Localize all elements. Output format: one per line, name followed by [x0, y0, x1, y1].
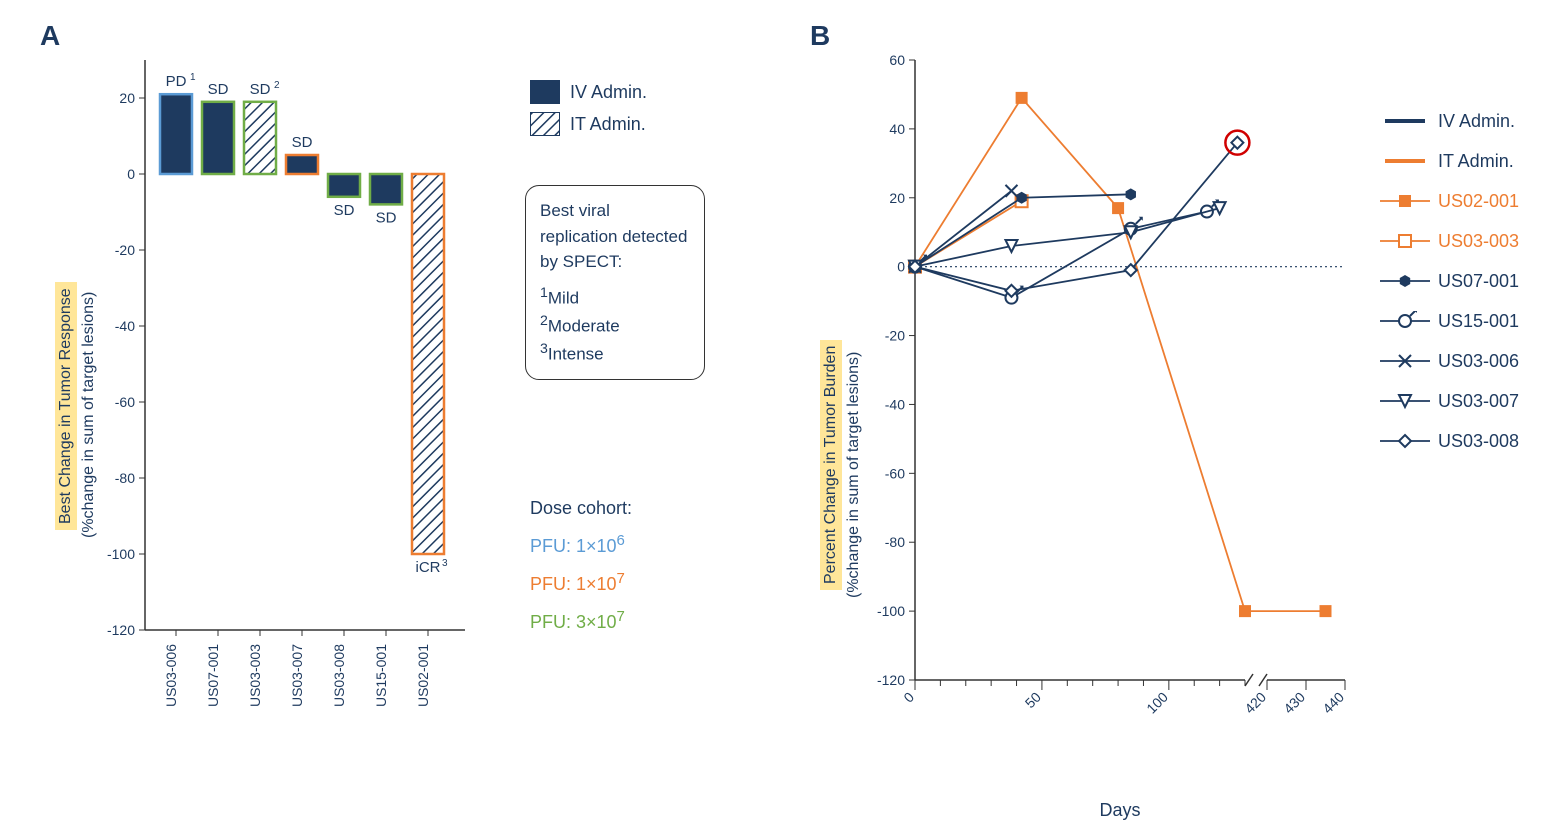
bar-US03-007b — [286, 155, 318, 174]
svg-text:-100: -100 — [877, 603, 905, 619]
svg-text:US02-001: US02-001 — [415, 644, 431, 707]
svg-text:-60: -60 — [115, 394, 135, 410]
bar-US03-003 — [244, 102, 276, 174]
svg-text:SD: SD — [208, 81, 229, 98]
svg-text:SD: SD — [250, 81, 271, 98]
svg-text:SD: SD — [376, 209, 397, 226]
legend-series-US02-001: US02-001 — [1380, 190, 1519, 212]
bar-US03-008 — [328, 174, 360, 197]
svg-text:0: 0 — [127, 166, 135, 182]
swatch-iv-icon — [530, 80, 560, 104]
svg-text:-120: -120 — [877, 672, 905, 688]
legend-series-US07-001: US07-001 — [1380, 270, 1519, 292]
svg-text:430: 430 — [1280, 689, 1308, 717]
svg-text:US15-001: US15-001 — [373, 644, 389, 707]
legend-it: IT Admin. — [530, 112, 647, 136]
svg-text:1: 1 — [190, 72, 196, 83]
svg-text:SD: SD — [334, 202, 355, 219]
swatch-it-icon — [530, 112, 560, 136]
svg-text:SD: SD — [292, 134, 313, 151]
legend-iv: IV Admin. — [530, 80, 647, 104]
panel-b-chart: 6040200-20-40-60-80-100-1200501004204304… — [860, 30, 1380, 800]
svg-text:3: 3 — [442, 558, 448, 569]
svg-text:PD: PD — [166, 73, 187, 90]
panel-a-chart: 20 0 -20 -40 -60 -80 -100 -120 PD1 US03-006 SD US07… — [95, 20, 515, 770]
legend-series-US03-003: US03-003 — [1380, 230, 1519, 252]
svg-text:US07-001: US07-001 — [205, 644, 221, 707]
bar-US15-001 — [370, 174, 402, 204]
panel-b-label: B — [810, 20, 830, 52]
legend-series-US03-008: US03-008 — [1380, 430, 1519, 452]
svg-text:20: 20 — [119, 90, 135, 106]
svg-text:US03-006: US03-006 — [163, 644, 179, 707]
svg-text:US03-007: US03-007 — [289, 644, 305, 707]
svg-text:0: 0 — [897, 259, 905, 275]
legend-b-iv: IV Admin. — [1380, 110, 1519, 132]
legend-series-US03-007: US03-007 — [1380, 390, 1519, 412]
legend-b-it: IT Admin. — [1380, 150, 1519, 172]
panel-b-legend: IV Admin. IT Admin. US02-001 US03-003 US07… — [1380, 110, 1519, 470]
panel-b-xtitle: Days — [1070, 800, 1170, 821]
svg-text:-100: -100 — [107, 546, 135, 562]
svg-text:420: 420 — [1241, 689, 1269, 717]
legend-series-US15-001: US15-001 — [1380, 310, 1519, 332]
svg-text:-20: -20 — [115, 242, 135, 258]
svg-text:20: 20 — [889, 190, 905, 206]
panel-a-legend: IV Admin. IT Admin. — [530, 80, 647, 144]
svg-text:-20: -20 — [885, 328, 905, 344]
series-US02-001 — [915, 98, 1326, 611]
svg-text:-120: -120 — [107, 622, 135, 638]
bar-US03-007 — [202, 102, 234, 174]
svg-text:40: 40 — [889, 121, 905, 137]
svg-text:440: 440 — [1319, 689, 1347, 717]
svg-text:US03-003: US03-003 — [247, 644, 263, 707]
svg-text:-60: -60 — [885, 465, 905, 481]
svg-text:-80: -80 — [115, 470, 135, 486]
dose-cohort: Dose cohort: PFU: 1×106PFU: 1×107PFU: 3×… — [530, 490, 632, 640]
svg-text:iCR: iCR — [416, 559, 441, 576]
spect-box: Best viral replication detected by SPECT… — [525, 185, 705, 380]
series-US15-001 — [915, 212, 1207, 298]
svg-text:-40: -40 — [885, 396, 905, 412]
svg-text:50: 50 — [1022, 689, 1044, 711]
bar-US03-006 — [160, 94, 192, 174]
svg-text:100: 100 — [1143, 689, 1171, 717]
svg-text:-80: -80 — [885, 534, 905, 550]
series-US03-006 — [915, 191, 1011, 267]
svg-text:2: 2 — [274, 80, 280, 91]
bar-US02-001 — [412, 174, 444, 554]
panel-a-label: A — [40, 20, 60, 52]
legend-series-US03-006: US03-006 — [1380, 350, 1519, 372]
svg-text:60: 60 — [889, 52, 905, 68]
svg-text:-40: -40 — [115, 318, 135, 334]
svg-text:0: 0 — [900, 689, 917, 706]
svg-text:US03-008: US03-008 — [331, 644, 347, 707]
